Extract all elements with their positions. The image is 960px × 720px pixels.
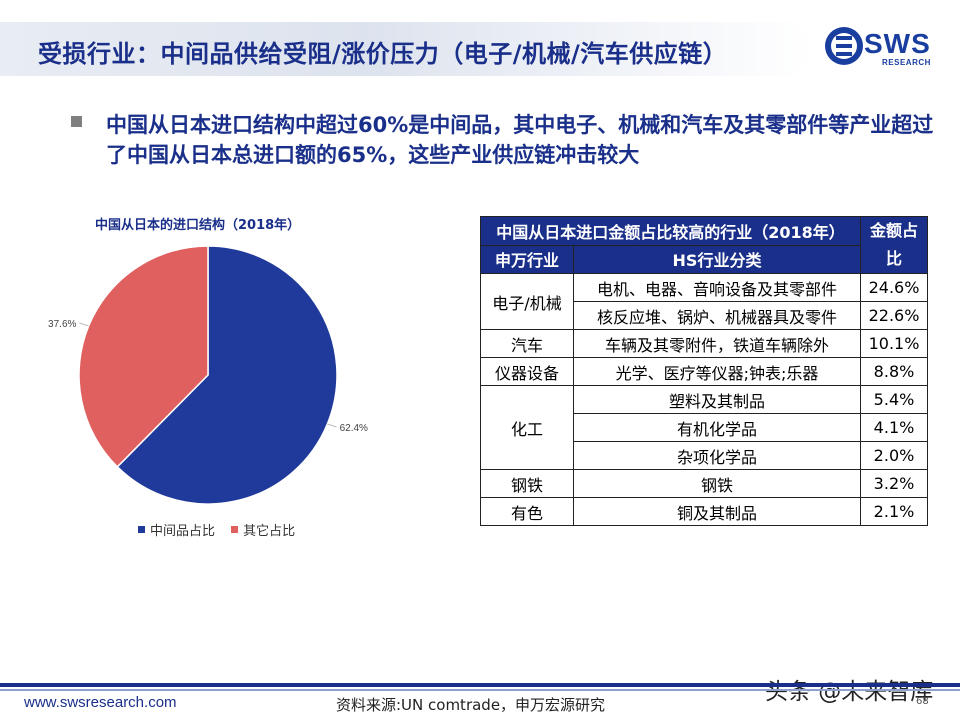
table-header-hs: HS行业分类 <box>573 244 861 274</box>
share-cell: 24.6% <box>860 273 928 302</box>
pie-leader-line-0 <box>327 423 337 428</box>
share-cell: 8.8% <box>860 357 928 386</box>
pie-slice-0 <box>116 245 338 505</box>
table-row: 电子/机械 电机、电器、音响设备及其零部件 24.6% <box>480 273 928 330</box>
table-header-share: 金额占比 <box>860 216 928 274</box>
pie-data-label-1: 37.6% <box>48 319 76 330</box>
industry-cell: 钢铁 <box>480 469 574 498</box>
share-cell: 5.4% <box>860 385 928 414</box>
industry-cell: 汽车 <box>480 329 574 358</box>
pie-chart: 62.4% 37.6% <box>48 245 368 505</box>
title-banner <box>0 22 812 76</box>
share-cell: 10.1% <box>860 329 928 358</box>
footer-website-link[interactable]: www.swsresearch.com <box>24 694 177 711</box>
industry-cell: 仪器设备 <box>480 357 574 386</box>
table-row: 杂项化学品 2.0% <box>481 441 928 470</box>
page-title: 受损行业：中间品供给受阻/涨价压力（电子/机械/汽车供应链） <box>38 40 728 68</box>
table-row: 化工 塑料及其制品 5.4% <box>480 385 928 470</box>
logo-subtext: RESEARCH <box>882 58 931 67</box>
table-row: 核反应堆、锅炉、机械器具及零件 22.6% <box>481 301 928 330</box>
hs-cell: 塑料及其制品 <box>573 385 861 414</box>
table-row: 汽车 车辆及其零附件，铁道车辆除外 10.1% <box>480 329 928 358</box>
hs-cell: 电机、电器、音响设备及其零部件 <box>573 273 861 302</box>
hs-cell: 车辆及其零附件，铁道车辆除外 <box>573 329 861 358</box>
hs-cell: 杂项化学品 <box>573 441 861 470</box>
industry-cell: 电子/机械 <box>480 273 574 330</box>
pie-slice-1 <box>78 245 209 468</box>
page-number: 68 <box>916 696 929 707</box>
hs-cell: 钢铁 <box>573 469 861 498</box>
table-header-title: 中国从日本进口金额占比较高的行业（2018年） <box>480 216 861 246</box>
footer-divider-thin <box>0 689 960 691</box>
pie-data-label-0: 62.4% <box>340 423 368 434</box>
share-cell: 2.1% <box>860 497 928 526</box>
share-cell: 22.6% <box>860 301 928 330</box>
chart-legend: 中间品占比 其它占比 <box>138 520 307 539</box>
table-row: 有色 铜及其制品 2.1% <box>480 497 928 526</box>
industry-import-table: 中国从日本进口金额占比较高的行业（2018年） 金额占比 申万行业 HS行业分类… <box>480 216 928 526</box>
hs-cell: 光学、医疗等仪器;钟表;乐器 <box>573 357 861 386</box>
table-row: 仪器设备 光学、医疗等仪器;钟表;乐器 8.8% <box>480 357 928 386</box>
sws-logo-icon <box>825 27 863 65</box>
bullet-square-icon <box>71 116 82 127</box>
share-cell: 2.0% <box>860 441 928 470</box>
industry-cell: 化工 <box>480 385 574 470</box>
footer-divider <box>0 683 960 687</box>
hs-cell: 有机化学品 <box>573 413 861 442</box>
logo-text: SWS <box>864 28 931 59</box>
footer-source: 资料来源:UN comtrade，申万宏源研究 <box>336 696 606 714</box>
pie-leader-line-1 <box>79 322 89 327</box>
legend-item-intermediate: 中间品占比 <box>138 524 215 539</box>
hs-cell: 核反应堆、锅炉、机械器具及零件 <box>573 301 861 330</box>
share-cell: 4.1% <box>860 413 928 442</box>
hs-cell: 铜及其制品 <box>573 497 861 526</box>
industry-cell: 有色 <box>480 497 574 526</box>
chart-title: 中国从日本的进口结构（2018年） <box>95 218 301 233</box>
table-row: 钢铁 钢铁 3.2% <box>480 469 928 498</box>
table-row: 有机化学品 4.1% <box>481 413 928 442</box>
share-cell: 3.2% <box>860 469 928 498</box>
legend-item-other: 其它占比 <box>231 524 295 539</box>
key-point-text: 中国从日本进口结构中超过60%是中间品，其中电子、机械和汽车及其零部件等产业超过… <box>106 113 934 167</box>
table-header-industry: 申万行业 <box>480 244 574 274</box>
